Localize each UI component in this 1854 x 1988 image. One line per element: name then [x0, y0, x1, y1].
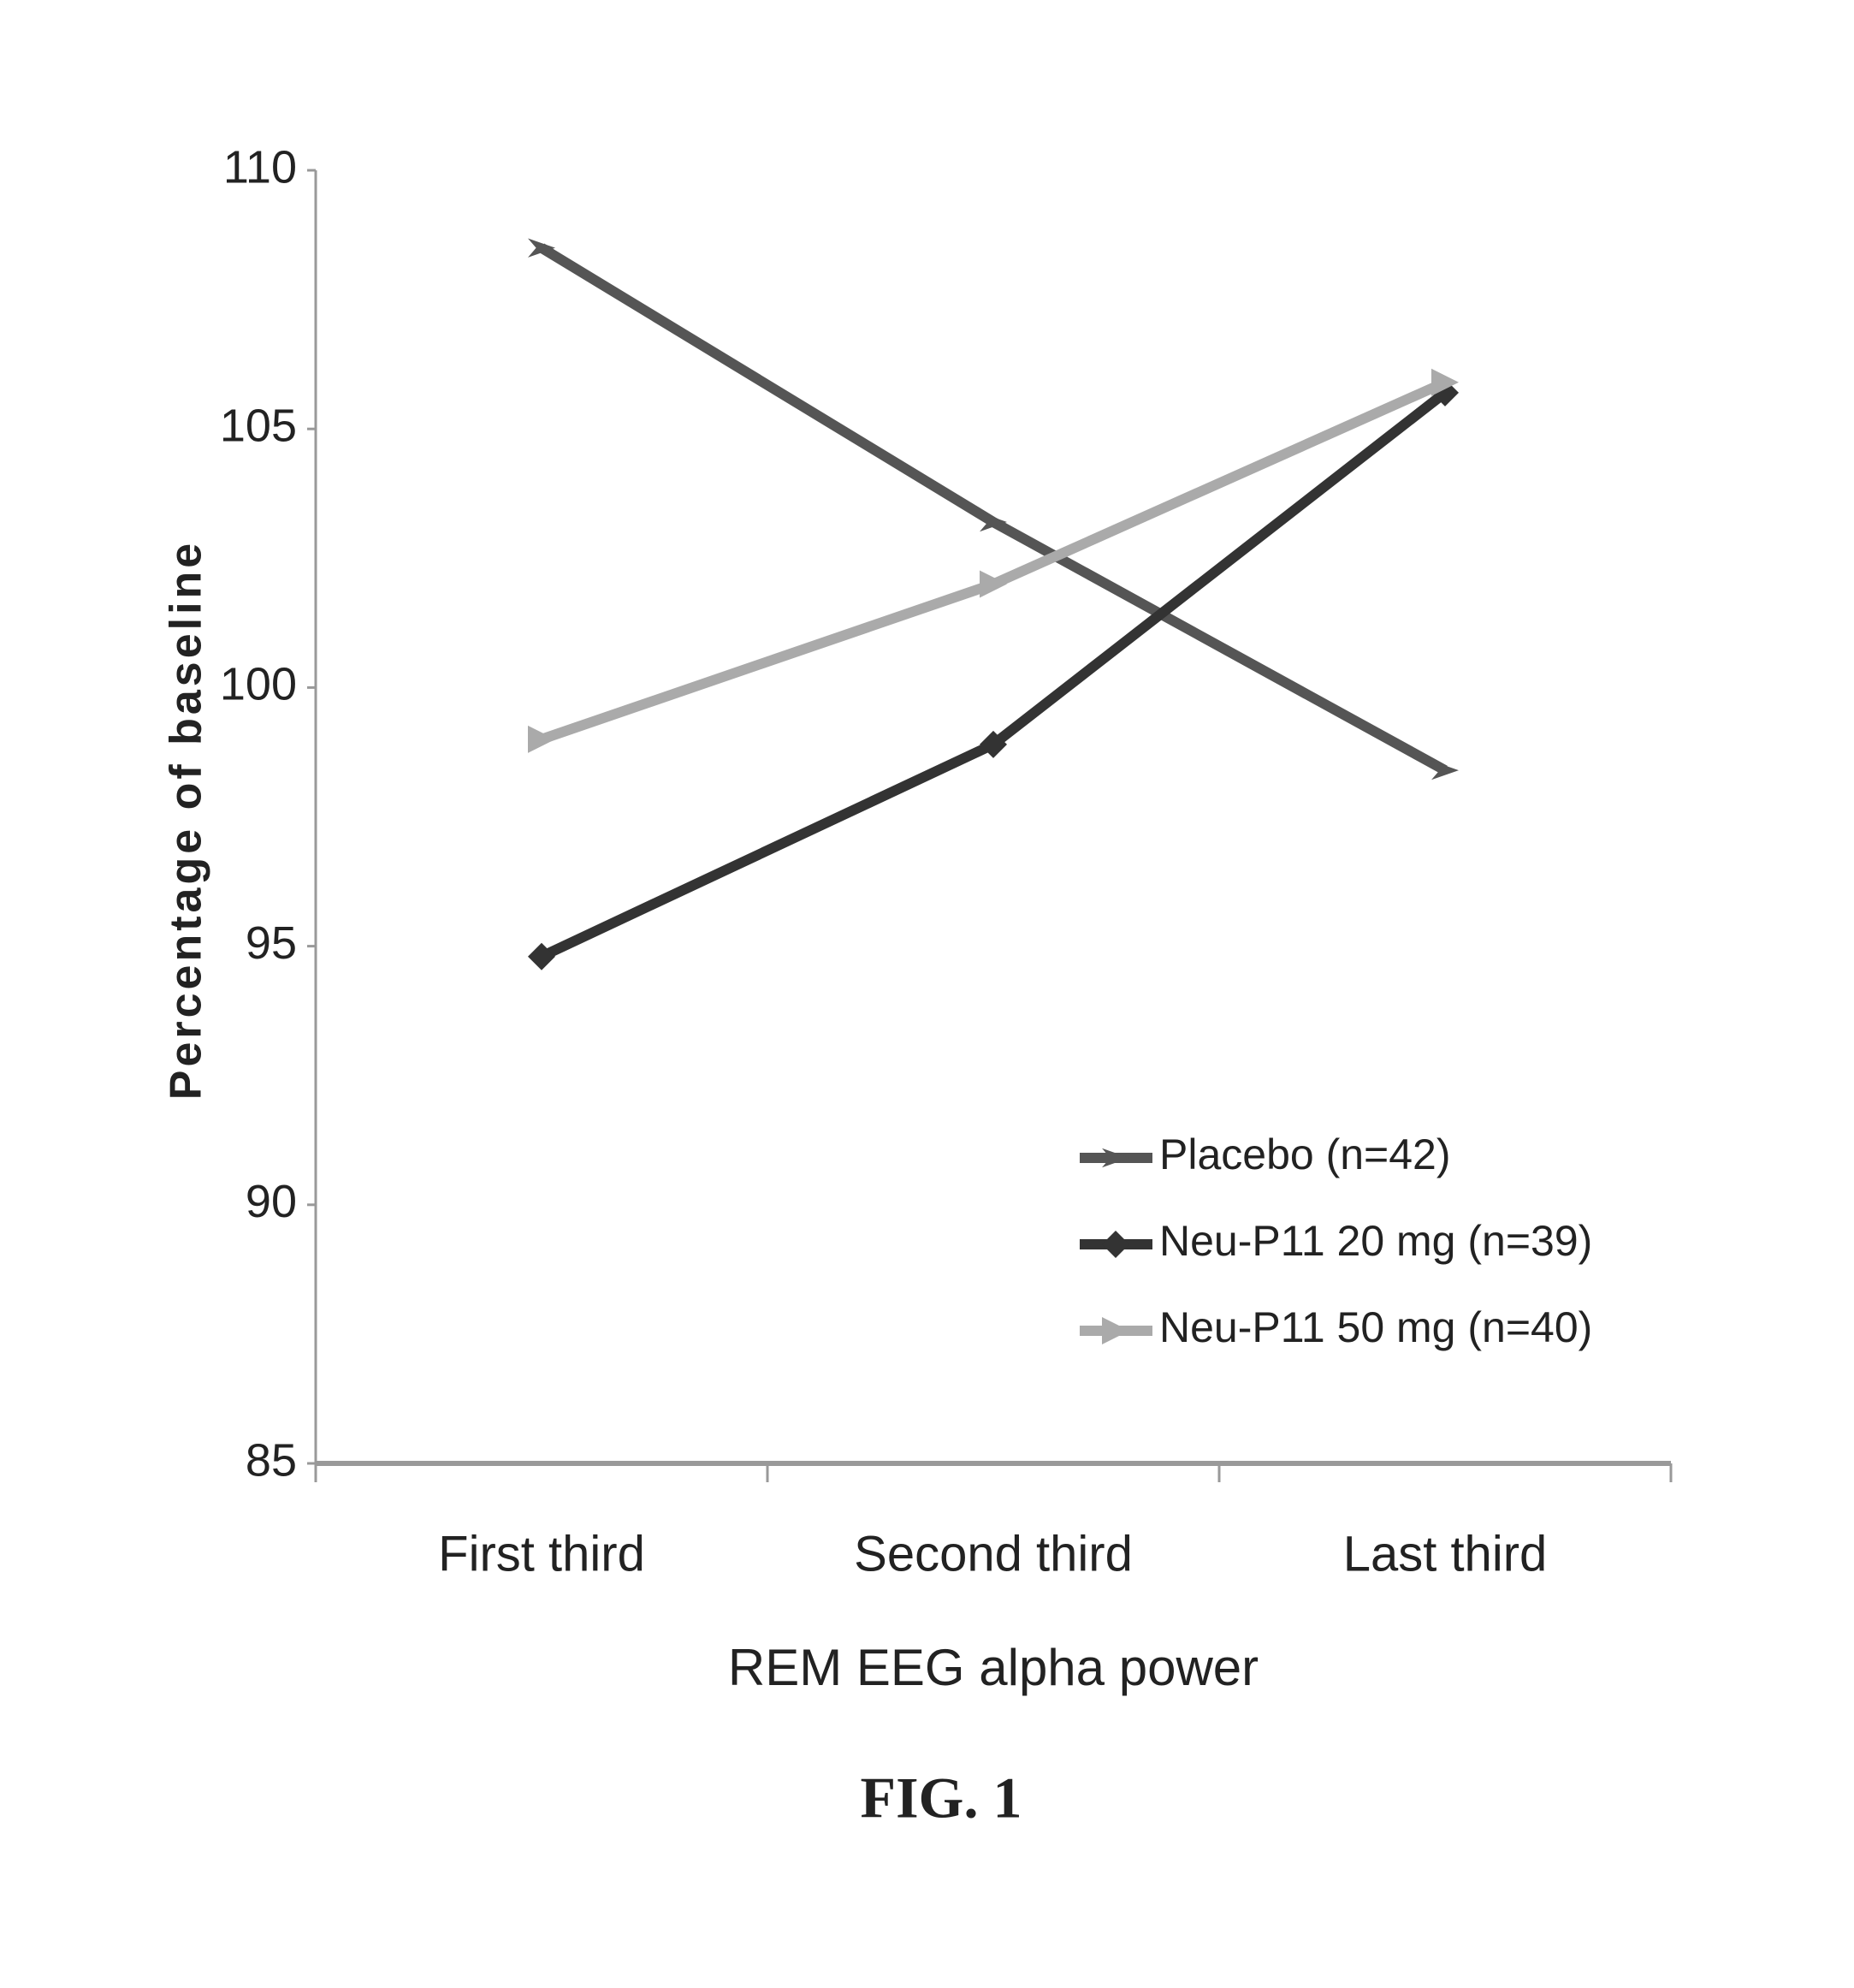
x-axis-title: REM EEG alpha power	[728, 1639, 1259, 1696]
x-tick-label: First third	[438, 1526, 645, 1581]
legend-label: Neu-P11 20 mg (n=39)	[1159, 1217, 1592, 1265]
series-line	[539, 389, 1448, 962]
legend-marker	[1102, 1148, 1129, 1168]
y-tick-label: 85	[246, 1434, 297, 1486]
y-axis-title: Percentage of baseline	[162, 540, 211, 1100]
x-tick-label: Last third	[1343, 1526, 1548, 1581]
legend-label: Neu-P11 50 mg (n=40)	[1159, 1303, 1592, 1351]
data-point	[1431, 760, 1459, 780]
y-tick-label: 90	[246, 1176, 297, 1227]
y-tick-label: 105	[220, 400, 297, 451]
data-point	[528, 942, 555, 970]
legend-marker	[1102, 1317, 1129, 1344]
y-tick-label: 110	[223, 141, 297, 193]
figure-label: FIG. 1	[861, 1765, 1022, 1831]
data-point	[980, 570, 1007, 598]
data-point	[528, 238, 555, 258]
y-tick-label: 100	[220, 659, 297, 710]
legend-marker	[1102, 1231, 1129, 1258]
legend-label: Placebo (n=42)	[1159, 1130, 1451, 1178]
series-line	[540, 377, 1448, 745]
y-tick-label: 95	[246, 917, 297, 969]
x-tick-label: Second third	[854, 1526, 1133, 1581]
data-point	[528, 725, 555, 753]
data-point	[1431, 368, 1459, 396]
data-point	[980, 730, 1007, 758]
data-point	[980, 512, 1007, 532]
